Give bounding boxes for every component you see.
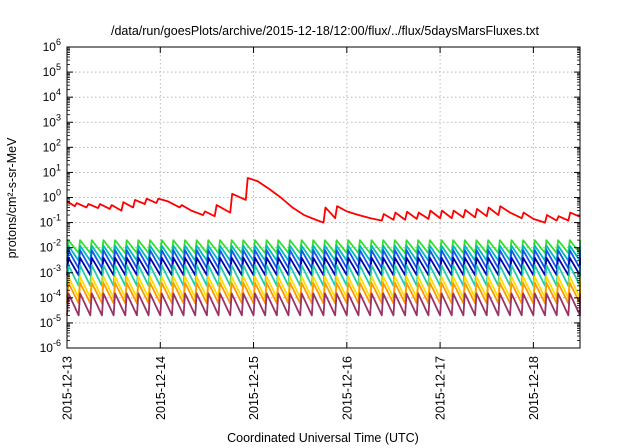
x-axis-title: Coordinated Universal Time (UTC): [227, 431, 419, 445]
y-tick-label: 102: [43, 137, 61, 154]
y-axis-title: protons/cm²-s-sr-MeV: [5, 137, 19, 259]
y-tick-label: 103: [43, 112, 61, 129]
x-tick-label: 2015-12-13: [61, 356, 75, 420]
x-tick-label: 2015-12-18: [527, 356, 541, 420]
y-tick-label: 104: [43, 87, 61, 104]
y-tick-label: 10-4: [40, 288, 61, 305]
series-layer: [66, 177, 581, 317]
y-tick-label: 10-2: [40, 238, 61, 255]
x-tick-label: 2015-12-15: [247, 356, 261, 420]
x-tick-label: 2015-12-16: [340, 356, 354, 420]
y-tick-label: 10-1: [40, 213, 61, 230]
x-tick-label: 2015-12-17: [434, 356, 448, 420]
axes: 10-6 10-5 10-4 10-3 10-2 10-1 100 101 102 103 104 1…: [40, 37, 580, 420]
y-tick-label: 10-3: [40, 263, 61, 280]
y-tick-label: 101: [43, 162, 61, 179]
x-tick-label: 2015-12-14: [154, 356, 168, 420]
y-tick-label: 100: [43, 188, 61, 205]
y-tick-label: 105: [43, 62, 61, 79]
y-tick-label: 10-6: [40, 338, 61, 355]
chart-title: /data/run/goesPlots/archive/2015-12-18/1…: [111, 24, 540, 38]
series-line-8: [66, 292, 581, 317]
y-tick-label: 106: [43, 37, 61, 54]
series-line-0: [66, 177, 581, 224]
y-tick-label: 10-5: [40, 313, 61, 330]
